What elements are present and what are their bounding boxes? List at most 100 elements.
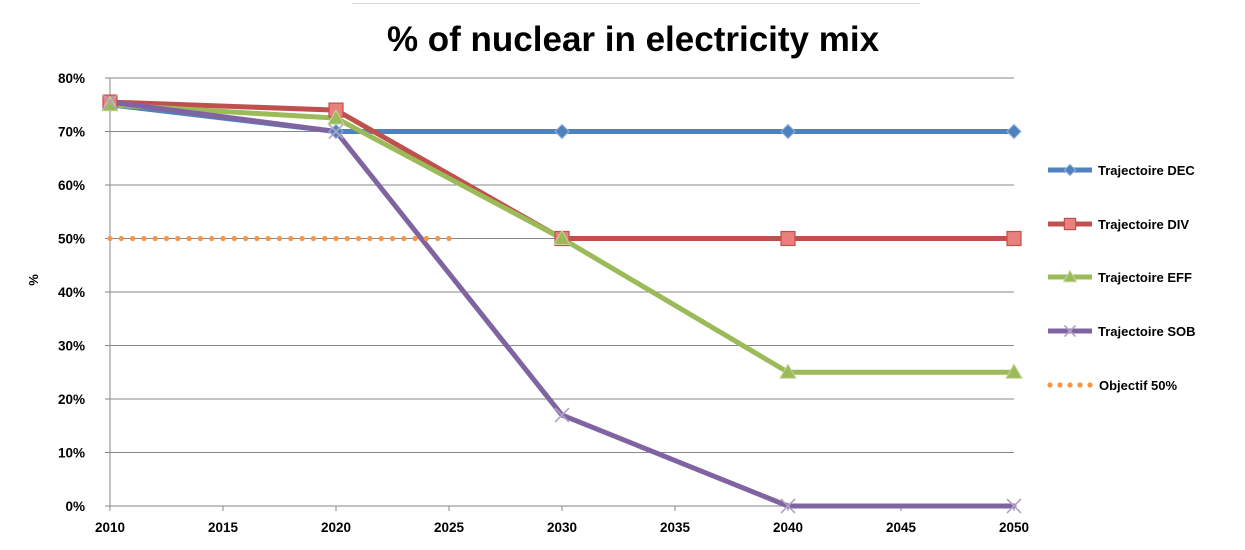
y-tick-label: 70% [58, 125, 85, 140]
x-tick-label: 2010 [95, 520, 125, 535]
triangle-marker [1005, 363, 1023, 379]
objective-dot [152, 235, 158, 242]
legend-item: Trajectoire DIV [1048, 217, 1189, 232]
y-tick-label: 0% [65, 499, 85, 514]
x-marker-stroke [1063, 324, 1077, 338]
objective-dot [265, 235, 271, 242]
y-axis-label: % [26, 274, 41, 286]
objective-dot [423, 235, 429, 242]
x-tick-label: 2025 [434, 520, 465, 535]
x-marker [780, 498, 796, 514]
legend-swatch-dot [1047, 382, 1053, 388]
objective-dot [163, 235, 170, 242]
legend-label: Trajectoire DEC [1098, 163, 1195, 178]
objective-dot [175, 235, 181, 242]
markers-trajectoire-eff [101, 95, 1023, 379]
objective-dot [401, 235, 407, 242]
x-marker [1063, 324, 1077, 338]
legend-item: Trajectoire SOB [1048, 324, 1196, 339]
legend-label: Trajectoire DIV [1098, 217, 1189, 232]
x-marker-stroke [554, 407, 570, 423]
objective-dot [378, 235, 384, 242]
objective-dot [118, 235, 124, 242]
legend-swatch-dot [1067, 382, 1073, 388]
x-tick-label: 2050 [999, 520, 1029, 535]
x-tick-label: 2040 [773, 520, 803, 535]
triangle-marker [101, 95, 119, 112]
x-marker [328, 123, 344, 140]
objective-dot [231, 235, 237, 242]
objective-dot [310, 235, 316, 242]
y-tick-label: 40% [58, 285, 85, 300]
diamond-marker [1063, 163, 1077, 177]
objective-dot [367, 235, 373, 242]
objective-dot [446, 235, 452, 242]
x-marker-stroke [102, 94, 118, 110]
triangle-marker [779, 363, 797, 379]
legend-label: Trajectoire EFF [1098, 270, 1192, 285]
y-tick-label: 10% [58, 446, 85, 461]
diamond-marker [780, 123, 796, 140]
chart-title: % of nuclear in electricity mix [387, 20, 880, 59]
legend-item: Objectif 50% [1047, 378, 1177, 393]
x-marker-stroke [1006, 498, 1022, 514]
series-objectif-50- [107, 235, 452, 242]
objective-dot [288, 235, 294, 242]
objective-dot [299, 235, 305, 242]
legend-item: Trajectoire DEC [1048, 163, 1195, 178]
square-marker [1006, 230, 1022, 247]
objective-dot [141, 235, 147, 242]
x-marker-stroke [328, 123, 344, 140]
objective-dot [197, 235, 203, 242]
objective-dot [220, 235, 226, 242]
square-marker [780, 230, 796, 247]
objective-dot [344, 235, 350, 242]
objective-dot [322, 235, 328, 242]
diamond-marker [554, 123, 570, 140]
x-marker [1006, 498, 1022, 514]
series-trajectoire-sob [107, 99, 1017, 509]
markers-trajectoire-sob [102, 94, 1022, 514]
x-marker [554, 407, 570, 423]
x-tick-label: 2015 [208, 520, 239, 535]
x-marker [102, 94, 118, 110]
objective-dot [356, 235, 362, 242]
diamond-marker [1006, 123, 1022, 140]
triangle-marker [327, 109, 345, 125]
triangle-marker [553, 229, 571, 245]
legend-swatch-dot [1057, 382, 1063, 388]
legend: Trajectoire DEC Trajectoire DIV Trajectoir… [1047, 163, 1196, 393]
triangle-marker [1062, 269, 1078, 283]
legend-label: Trajectoire SOB [1098, 324, 1196, 339]
x-tick-label: 2030 [547, 520, 577, 535]
square-marker [1063, 217, 1077, 231]
y-tick-label: 50% [58, 232, 85, 247]
series-line [107, 99, 1017, 509]
legend-swatch-dot [1077, 382, 1083, 388]
objective-dot [333, 235, 339, 242]
y-tick-label: 30% [58, 339, 85, 354]
y-tick-label: 20% [58, 392, 85, 407]
legend-swatch-dot [1087, 382, 1093, 388]
x-marker-stroke [780, 498, 796, 514]
series-lines [101, 94, 1023, 514]
gridlines [110, 77, 1014, 507]
objective-dot [389, 235, 396, 242]
x-tick-label: 2035 [660, 520, 691, 535]
objective-dot [412, 235, 418, 242]
legend-item: Trajectoire EFF [1048, 269, 1192, 285]
x-tick-label: 2020 [321, 520, 351, 535]
legend-label: Objectif 50% [1099, 378, 1177, 393]
objective-dot [107, 235, 113, 242]
objective-dot [243, 235, 249, 242]
objective-dot [186, 235, 192, 242]
y-tick-label: 60% [58, 178, 85, 193]
objective-dot [435, 235, 441, 242]
objective-dot [254, 235, 260, 242]
objective-dot [130, 235, 136, 242]
x-tick-label: 2045 [886, 520, 917, 535]
y-tick-label: 80% [58, 71, 85, 86]
objective-dot [209, 235, 215, 242]
